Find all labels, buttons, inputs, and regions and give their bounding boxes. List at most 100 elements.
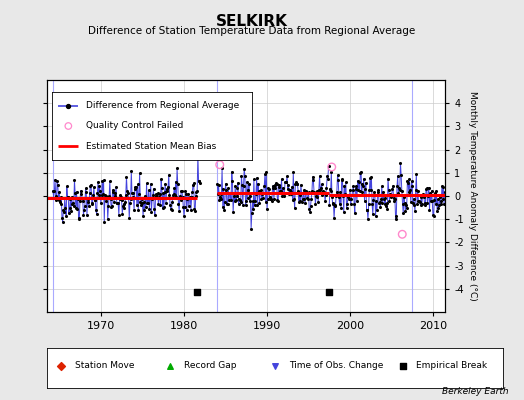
Point <box>132 184 140 191</box>
Point <box>130 186 139 192</box>
Point <box>90 197 99 204</box>
Point <box>280 192 289 199</box>
Point <box>426 190 434 196</box>
Point <box>273 197 281 203</box>
Point <box>72 188 81 195</box>
Point <box>428 198 436 205</box>
Point <box>112 184 120 190</box>
Point <box>335 201 344 208</box>
Point <box>305 206 313 212</box>
Point <box>268 198 276 204</box>
Point <box>391 216 400 222</box>
Point <box>190 206 199 212</box>
Point <box>118 210 126 217</box>
Point <box>385 187 393 194</box>
Point <box>342 204 351 211</box>
Point <box>244 186 253 193</box>
Point <box>245 181 253 187</box>
Point <box>170 185 179 191</box>
Point <box>275 182 283 188</box>
Point <box>122 174 130 180</box>
Point <box>406 187 414 193</box>
Point <box>63 183 71 190</box>
Point <box>318 192 326 198</box>
Point <box>437 198 445 204</box>
Point <box>307 202 315 209</box>
Point <box>51 176 59 183</box>
Point <box>188 188 196 195</box>
Point <box>51 193 60 199</box>
Point <box>104 216 112 222</box>
Point <box>281 178 290 185</box>
Point <box>187 207 195 213</box>
Point <box>301 200 309 207</box>
Point <box>435 202 443 208</box>
Point <box>325 202 333 208</box>
Point <box>411 208 419 214</box>
Point <box>402 205 411 212</box>
Point <box>123 188 132 194</box>
Point <box>439 184 447 190</box>
Point <box>387 194 396 200</box>
Point <box>66 196 74 202</box>
Point <box>264 185 272 192</box>
Point <box>234 180 242 186</box>
Point <box>393 183 401 190</box>
Point <box>381 195 389 202</box>
Point <box>147 181 155 187</box>
Point <box>311 190 319 196</box>
Point <box>323 173 331 180</box>
Point <box>173 165 181 172</box>
Point <box>155 194 163 200</box>
Point <box>329 200 337 206</box>
Point <box>57 363 65 369</box>
Point <box>377 195 385 202</box>
Point <box>233 185 242 192</box>
Point <box>220 206 228 213</box>
Point <box>50 188 59 194</box>
Point <box>383 206 391 212</box>
Point <box>79 212 88 218</box>
Point <box>87 182 95 188</box>
Point <box>261 199 270 205</box>
Point <box>166 202 174 208</box>
Text: Record Gap: Record Gap <box>184 362 236 370</box>
Point <box>124 190 132 196</box>
Text: Difference from Regional Average: Difference from Regional Average <box>86 101 239 110</box>
Point <box>222 187 231 193</box>
Point <box>328 194 336 200</box>
Point <box>218 165 226 172</box>
Point <box>231 198 239 204</box>
Point <box>337 176 346 183</box>
Point <box>214 191 222 198</box>
Point <box>176 193 184 199</box>
Point <box>311 201 320 207</box>
Point <box>324 176 332 182</box>
Point <box>178 188 186 194</box>
Point <box>283 173 291 180</box>
Point <box>230 193 238 199</box>
Point <box>367 174 376 180</box>
Point <box>373 206 381 213</box>
Point <box>308 188 316 194</box>
Point <box>94 192 103 198</box>
Point <box>336 189 344 196</box>
Point <box>303 196 312 203</box>
Point <box>316 187 324 193</box>
Point <box>113 200 121 206</box>
Point <box>84 199 93 206</box>
Point <box>85 190 94 196</box>
Point <box>183 196 192 202</box>
Point <box>195 178 203 184</box>
Point <box>297 182 305 188</box>
Point <box>167 206 176 213</box>
Point <box>383 200 391 206</box>
Point <box>440 201 448 208</box>
Point <box>160 188 169 195</box>
Point <box>238 202 247 208</box>
Point <box>177 188 185 194</box>
Point <box>370 191 379 198</box>
Text: Berkeley Earth: Berkeley Earth <box>442 387 508 396</box>
Point <box>271 363 279 369</box>
Point <box>372 212 380 219</box>
